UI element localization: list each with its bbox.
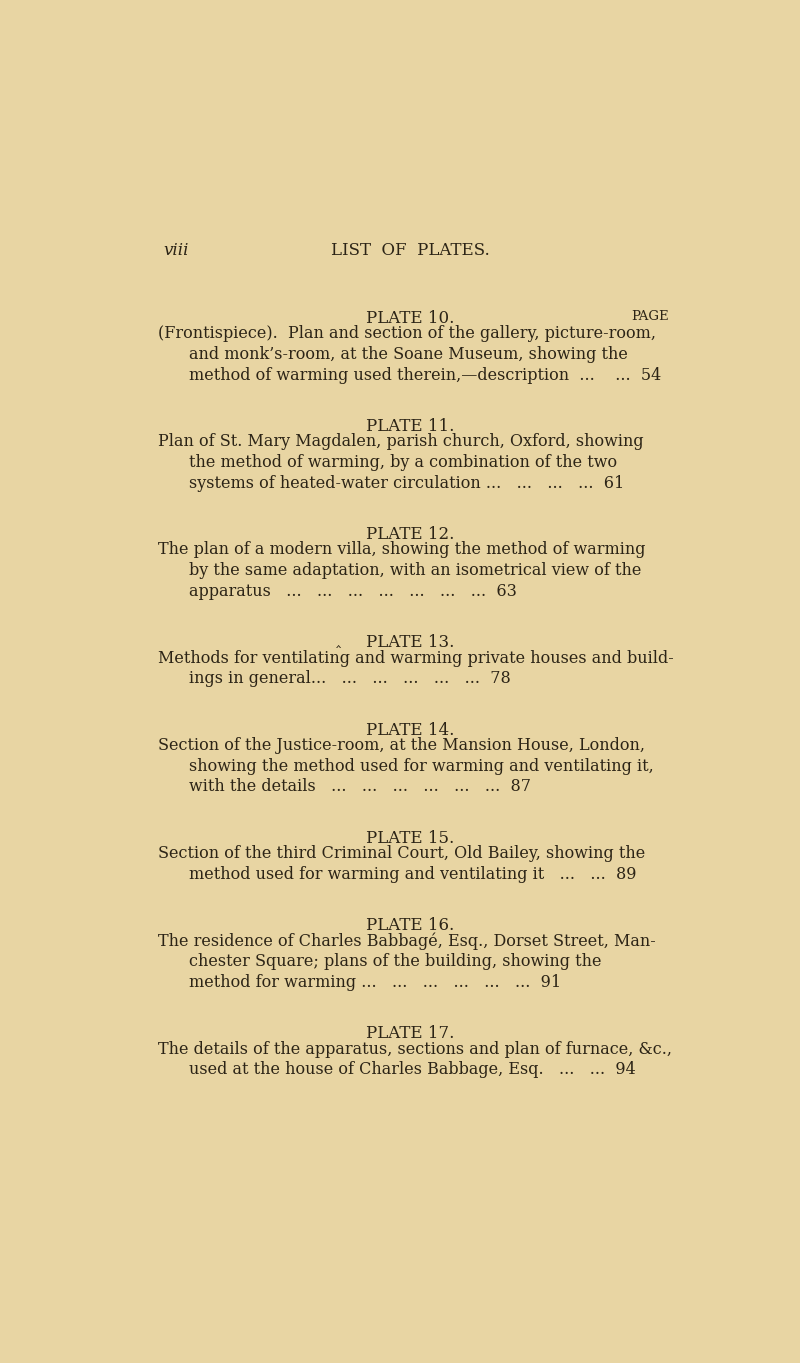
Text: with the details   ...   ...   ...   ...   ...   ...  87: with the details ... ... ... ... ... ...… bbox=[189, 778, 531, 796]
Text: viii: viii bbox=[163, 243, 189, 259]
Text: LIST  OF  PLATES.: LIST OF PLATES. bbox=[330, 243, 490, 259]
Text: The plan of a modern villa, showing the method of warming: The plan of a modern villa, showing the … bbox=[158, 541, 646, 559]
Text: ‸: ‸ bbox=[336, 634, 342, 649]
Text: Plan of St. Mary Magdalen, parish church, Oxford, showing: Plan of St. Mary Magdalen, parish church… bbox=[158, 433, 644, 450]
Text: by the same adaptation, with an isometrical view of the: by the same adaptation, with an isometri… bbox=[189, 562, 642, 579]
Text: ings in general...   ...   ...   ...   ...   ...  78: ings in general... ... ... ... ... ... 7… bbox=[189, 671, 511, 687]
Text: the method of warming, by a combination of the two: the method of warming, by a combination … bbox=[189, 454, 618, 472]
Text: PLATE 14.: PLATE 14. bbox=[366, 721, 454, 739]
Text: Methods for ventilating and warming private houses and build-: Methods for ventilating and warming priv… bbox=[158, 650, 674, 667]
Text: Section of the third Criminal Court, Old Bailey, showing the: Section of the third Criminal Court, Old… bbox=[158, 845, 646, 863]
Text: PLATE 12.: PLATE 12. bbox=[366, 526, 454, 542]
Text: The residence of Charles Babbagé, Esq., Dorset Street, Man-: The residence of Charles Babbagé, Esq., … bbox=[158, 932, 656, 950]
Text: PLATE 15.: PLATE 15. bbox=[366, 830, 454, 846]
Text: The details of the apparatus, sections and plan of furnace, &c.,: The details of the apparatus, sections a… bbox=[158, 1041, 672, 1058]
Text: (Frontispiece).  Plan and section of the gallery, picture-room,: (Frontispiece). Plan and section of the … bbox=[158, 326, 656, 342]
Text: used at the house of Charles Babbage, Esq.   ...   ...  94: used at the house of Charles Babbage, Es… bbox=[189, 1062, 636, 1078]
Text: chester Square; plans of the building, showing the: chester Square; plans of the building, s… bbox=[189, 953, 602, 970]
Text: method used for warming and ventilating it   ...   ...  89: method used for warming and ventilating … bbox=[189, 866, 637, 883]
Text: method of warming used therein,—description  ...    ...  54: method of warming used therein,—descript… bbox=[189, 367, 662, 383]
Text: showing the method used for warming and ventilating it,: showing the method used for warming and … bbox=[189, 758, 654, 774]
Text: systems of heated-water circulation ...   ...   ...   ...  61: systems of heated-water circulation ... … bbox=[189, 474, 624, 492]
Text: PLATE 17.: PLATE 17. bbox=[366, 1025, 454, 1043]
Text: apparatus   ...   ...   ...   ...   ...   ...   ...  63: apparatus ... ... ... ... ... ... ... 63 bbox=[189, 583, 517, 600]
Text: Section of the Justice-room, at the Mansion House, London,: Section of the Justice-room, at the Mans… bbox=[158, 737, 645, 754]
Text: method for warming ...   ...   ...   ...   ...   ...  91: method for warming ... ... ... ... ... .… bbox=[189, 975, 562, 991]
Text: PLATE 13.: PLATE 13. bbox=[366, 634, 454, 652]
Text: PAGE: PAGE bbox=[631, 309, 669, 323]
Text: PLATE 11.: PLATE 11. bbox=[366, 418, 454, 435]
Text: and monk’s-room, at the Soane Museum, showing the: and monk’s-room, at the Soane Museum, sh… bbox=[189, 346, 628, 363]
Text: PLATE 16.: PLATE 16. bbox=[366, 917, 454, 934]
Text: PLATE 10.: PLATE 10. bbox=[366, 309, 454, 327]
